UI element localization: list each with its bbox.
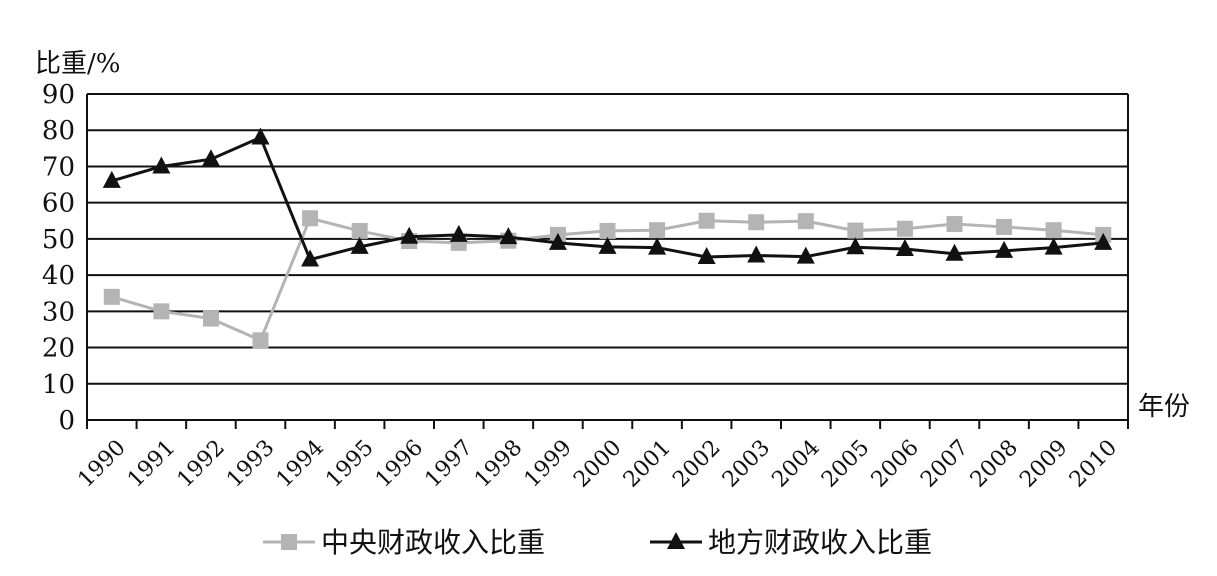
data-point	[995, 240, 1014, 258]
labels: 比重/% 年份 01020304050607080901990199119921…	[35, 49, 1190, 493]
data-point	[301, 249, 320, 267]
x-tick-label: 2000	[569, 435, 626, 492]
x-tick-label: 2010	[1065, 435, 1122, 492]
legend-item-2: 地方财政收入比重	[650, 526, 932, 559]
data-point	[351, 222, 368, 239]
x-tick-label: 1998	[470, 435, 527, 492]
y-axis-label: 比重/%	[35, 49, 120, 79]
x-tick-label: 1997	[421, 435, 478, 492]
x-tick-label: 2004	[768, 435, 825, 492]
data-point	[1044, 237, 1063, 255]
legend-item-1: 中央财政收入比重	[263, 526, 545, 559]
data-point	[499, 227, 518, 245]
y-tick-label: 50	[42, 225, 75, 255]
data-point	[797, 213, 814, 230]
data-point	[152, 156, 171, 174]
data-point	[103, 288, 120, 305]
legend-marker	[667, 532, 685, 549]
data-point	[648, 237, 667, 255]
data-point	[449, 224, 468, 242]
x-tick-label: 1995	[321, 435, 378, 492]
x-tick-label: 2001	[619, 435, 676, 492]
data-point	[895, 239, 914, 257]
y-tick-label: 30	[42, 297, 75, 327]
data-point	[302, 210, 319, 227]
data-point	[846, 237, 865, 255]
x-tick-label: 1994	[272, 435, 329, 492]
x-tick-label: 2003	[718, 435, 775, 492]
data-point	[548, 232, 567, 250]
x-tick-label: 1991	[123, 435, 180, 492]
y-tick-label: 0	[58, 406, 75, 436]
data-point	[102, 170, 121, 188]
y-tick-label: 40	[42, 261, 75, 291]
x-tick-label: 1990	[74, 435, 131, 492]
data-point	[202, 310, 219, 327]
y-tick-label: 80	[42, 116, 75, 146]
series-layer	[102, 127, 1113, 349]
data-point	[796, 246, 815, 264]
axes	[86, 94, 1129, 429]
x-tick-label: 2008	[966, 435, 1023, 492]
x-tick-label: 1999	[520, 435, 577, 492]
data-point	[847, 222, 864, 239]
x-tick-label: 2007	[916, 435, 973, 492]
series-1	[103, 210, 1112, 349]
data-point	[697, 247, 716, 264]
legend-marker	[281, 534, 297, 550]
data-point	[698, 212, 715, 229]
data-point	[1094, 232, 1113, 250]
x-tick-label: 1993	[222, 435, 279, 492]
legend-label: 地方财政收入比重	[708, 526, 932, 559]
y-tick-label: 60	[42, 189, 75, 219]
data-point	[153, 303, 170, 320]
y-tick-label: 90	[42, 80, 75, 110]
x-tick-label: 2002	[668, 435, 725, 492]
series-2	[102, 127, 1113, 267]
data-point	[598, 236, 617, 254]
data-point	[251, 127, 270, 145]
data-point	[945, 243, 964, 261]
data-point	[252, 332, 269, 349]
data-point	[1045, 222, 1062, 239]
data-point	[400, 226, 419, 244]
x-tick-label: 2005	[817, 435, 874, 492]
data-point	[599, 222, 616, 239]
y-tick-label: 20	[42, 334, 75, 364]
x-tick-label: 2006	[867, 435, 924, 492]
data-point	[896, 220, 913, 237]
data-point	[946, 216, 963, 233]
y-tick-label: 70	[42, 152, 75, 182]
data-point	[747, 245, 766, 263]
x-tick-label: 2009	[1015, 435, 1072, 492]
x-tick-label: 1996	[371, 435, 428, 492]
data-point	[748, 214, 765, 231]
data-point	[649, 222, 666, 239]
legend: 中央财政收入比重 地方财政收入比重	[263, 526, 932, 559]
data-point	[996, 218, 1013, 235]
data-point	[201, 149, 220, 167]
x-tick-label: 1992	[173, 435, 230, 492]
data-point	[350, 236, 369, 254]
y-tick-label: 10	[42, 370, 75, 400]
legend-label: 中央财政收入比重	[321, 526, 545, 559]
x-axis-label: 年份	[1138, 392, 1190, 422]
